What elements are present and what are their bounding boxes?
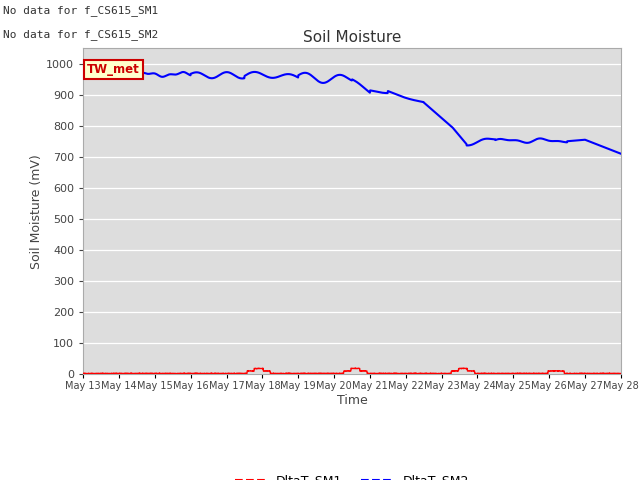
Text: No data for f_CS615_SM1: No data for f_CS615_SM1 xyxy=(3,5,159,16)
Y-axis label: Soil Moisture (mV): Soil Moisture (mV) xyxy=(30,154,44,269)
X-axis label: Time: Time xyxy=(337,394,367,407)
Legend: DltaT_SM1, DltaT_SM2: DltaT_SM1, DltaT_SM2 xyxy=(230,469,474,480)
Title: Soil Moisture: Soil Moisture xyxy=(303,30,401,46)
Text: TW_met: TW_met xyxy=(88,63,140,76)
Text: No data for f_CS615_SM2: No data for f_CS615_SM2 xyxy=(3,29,159,40)
